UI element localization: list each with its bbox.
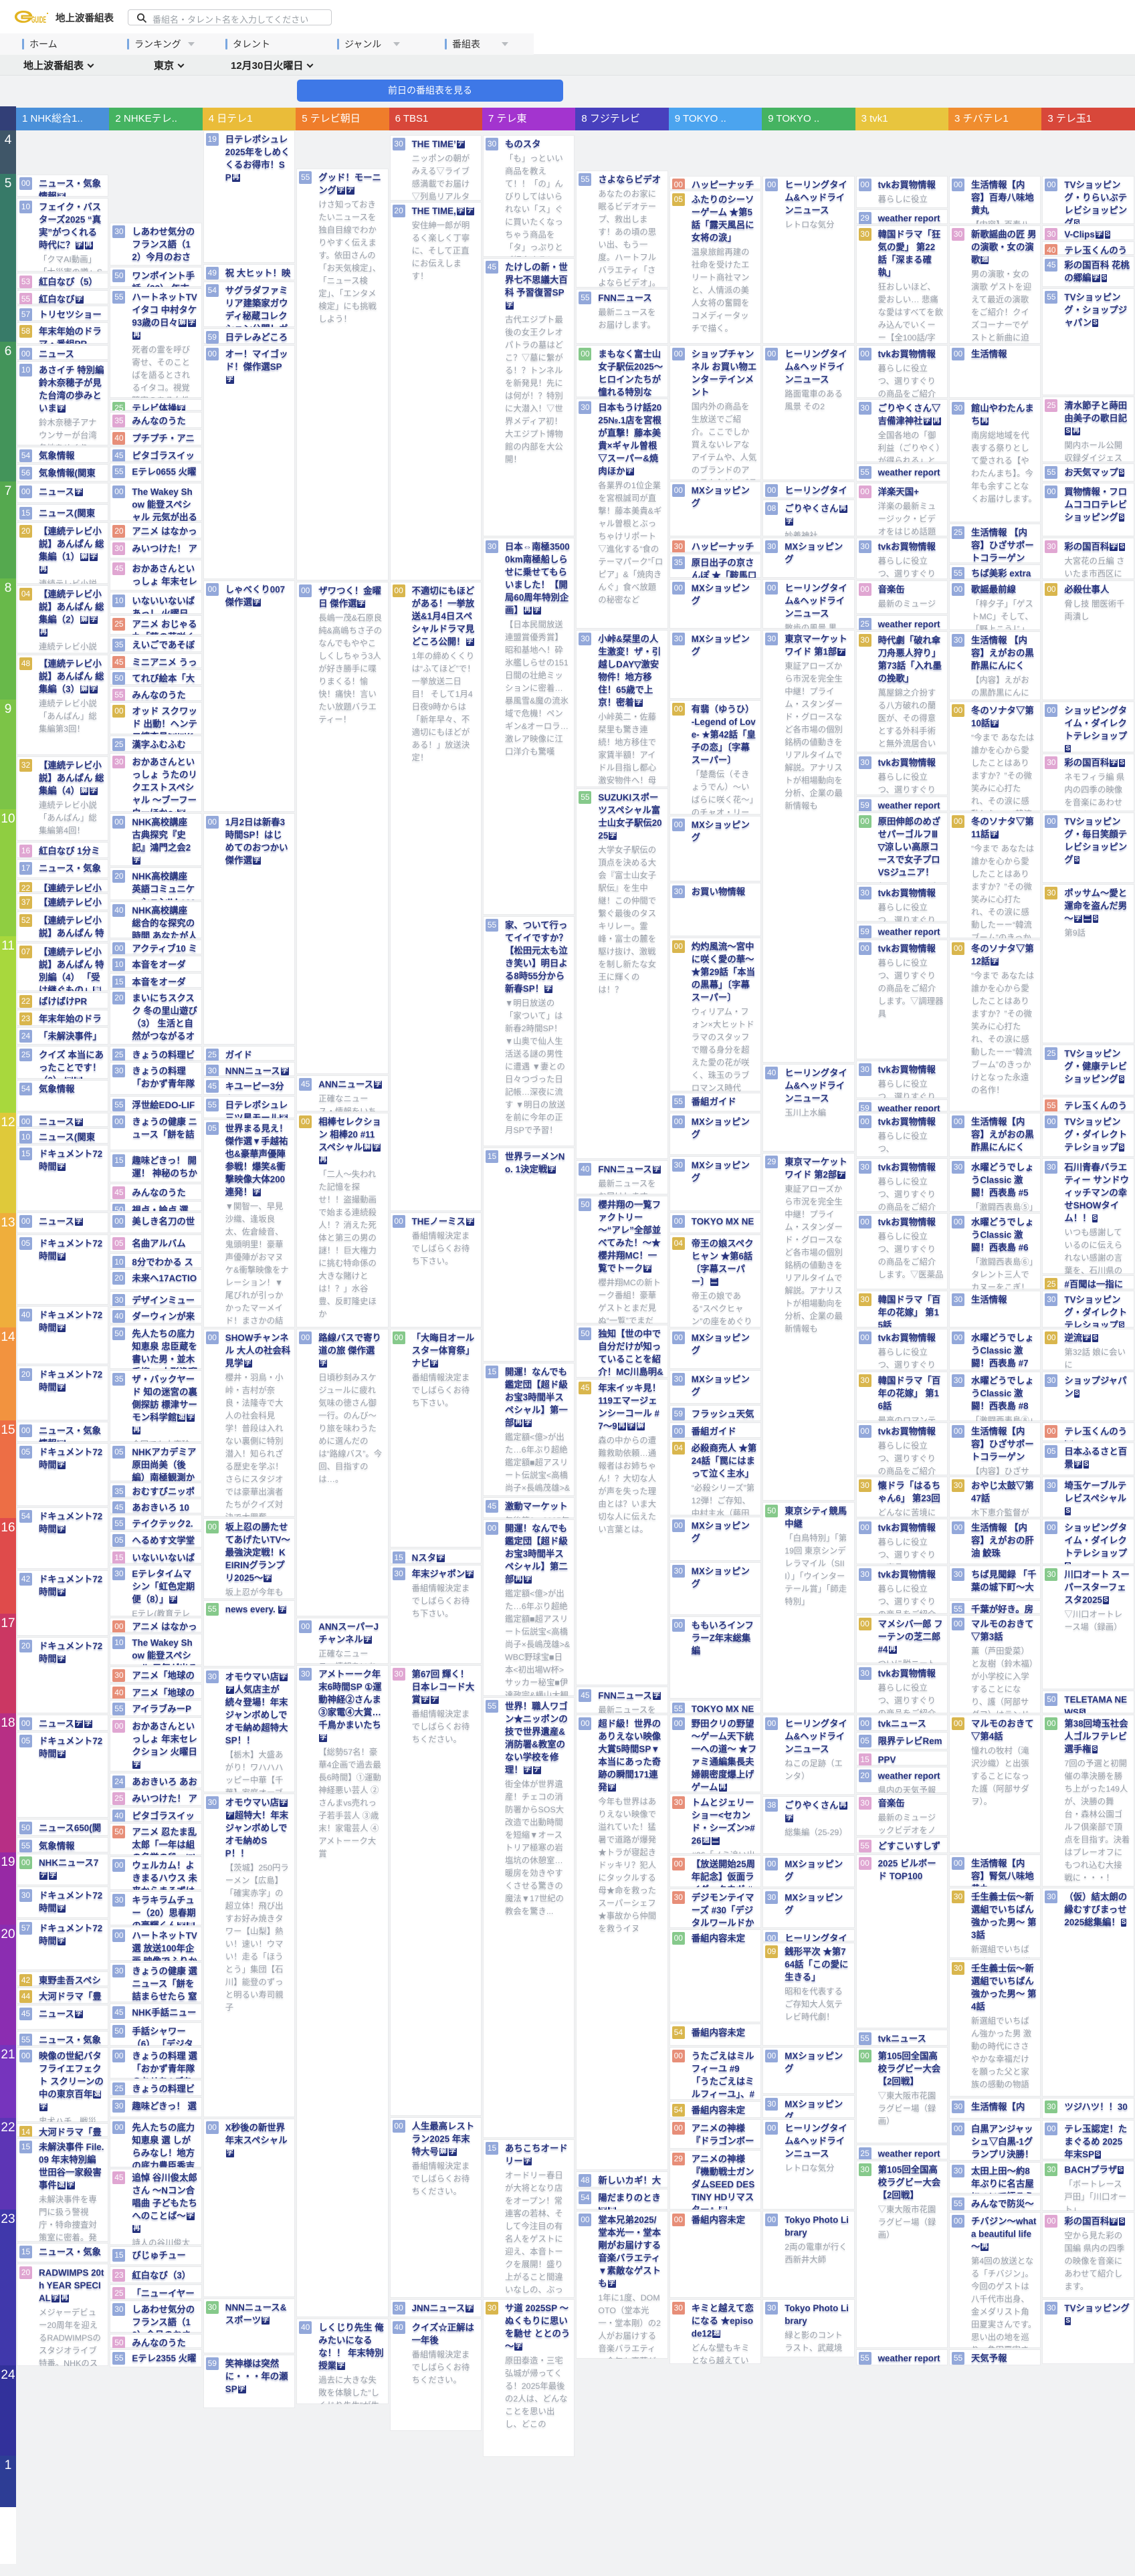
svg-text:GUIDE: GUIDE: [31, 14, 46, 25]
